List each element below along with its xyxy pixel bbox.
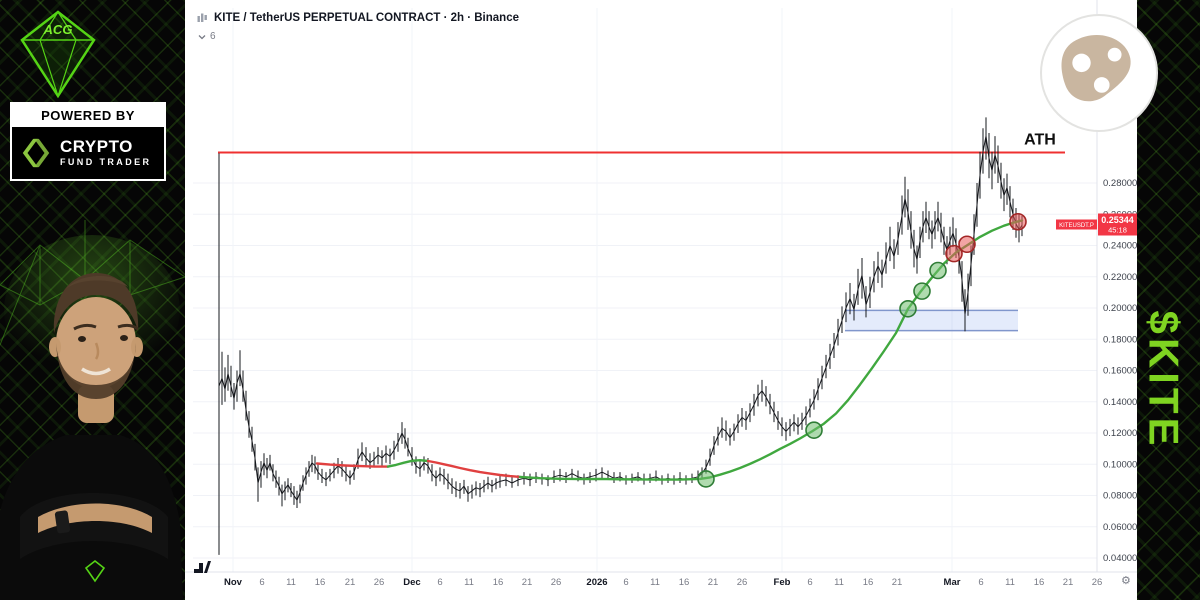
svg-text:2026: 2026 [586, 577, 607, 588]
svg-text:16: 16 [493, 577, 504, 588]
symbol-title-text: KITE / TetherUS PERPETUAL CONTRACT · 2h … [214, 12, 519, 24]
chart-type-icon [197, 13, 207, 22]
ath-label: ATH [1024, 132, 1056, 149]
grid [193, 8, 1097, 572]
gear-icon[interactable]: ⚙ [1121, 575, 1131, 587]
presenter-photo [0, 220, 185, 600]
tradingview-logo[interactable] [192, 556, 212, 576]
exit-marker[interactable] [958, 235, 976, 254]
side-ticker-label: $KITE [1141, 310, 1188, 450]
svg-text:16: 16 [863, 577, 874, 588]
svg-text:6: 6 [623, 577, 628, 588]
svg-text:21: 21 [522, 577, 533, 588]
svg-text:0.28000: 0.28000 [1103, 178, 1137, 189]
svg-text:Dec: Dec [403, 577, 420, 588]
entry-marker[interactable] [899, 299, 917, 318]
svg-text:Nov: Nov [224, 577, 243, 588]
svg-text:26: 26 [551, 577, 562, 588]
kite-token-logo [1040, 14, 1158, 132]
svg-text:0.22000: 0.22000 [1103, 272, 1137, 283]
svg-text:Feb: Feb [774, 577, 791, 588]
svg-text:16: 16 [1034, 577, 1045, 588]
svg-text:11: 11 [834, 577, 844, 588]
entry-marker[interactable] [697, 470, 715, 488]
svg-text:21: 21 [892, 577, 903, 588]
entry-marker[interactable] [913, 282, 931, 300]
svg-text:11: 11 [1005, 577, 1015, 588]
exit-marker[interactable] [945, 244, 963, 263]
chevron-down-icon [198, 34, 206, 39]
powered-by-box: POWERED BY CRYPTO FUND TRADER [10, 102, 166, 181]
svg-text:0.24000: 0.24000 [1103, 241, 1137, 252]
svg-text:16: 16 [679, 577, 690, 588]
svg-text:26: 26 [374, 577, 385, 588]
svg-text:0.14000: 0.14000 [1103, 397, 1137, 408]
kite-blob-icon [1061, 34, 1131, 102]
side-ticker: $KITE [1128, 280, 1200, 480]
svg-text:0.12000: 0.12000 [1103, 428, 1137, 439]
svg-text:KITEUSDT.P: KITEUSDT.P [1059, 223, 1094, 229]
svg-text:26: 26 [1092, 577, 1103, 588]
ma-line[interactable] [315, 462, 390, 468]
svg-text:0.08000: 0.08000 [1103, 491, 1137, 502]
svg-text:11: 11 [650, 577, 660, 588]
time-axis[interactable]: Nov 6 11 16 21 26 Dec 6 11 16 21 26 2026 6 11 16 21 26 Feb… [185, 571, 1137, 588]
svg-text:0.06000: 0.06000 [1103, 522, 1137, 533]
svg-text:6: 6 [259, 577, 264, 588]
svg-text:6: 6 [807, 577, 812, 588]
indicator-count: 6 [210, 31, 216, 42]
svg-text:6: 6 [978, 577, 983, 588]
svg-text:45:18: 45:18 [1108, 226, 1127, 235]
svg-text:26: 26 [737, 577, 748, 588]
svg-text:11: 11 [464, 577, 474, 588]
svg-text:0.16000: 0.16000 [1103, 366, 1137, 377]
candle-series [218, 117, 1023, 555]
crypto-fund-trader-logo-icon [22, 138, 50, 168]
price-chart[interactable]: ATH0.280000.260000.240000.220000.200000.… [185, 0, 1137, 600]
svg-text:0.18000: 0.18000 [1103, 334, 1137, 345]
powered-by-label: POWERED BY [12, 104, 164, 127]
svg-text:6: 6 [437, 577, 442, 588]
sponsor-name-bottom: FUND TRADER [60, 157, 152, 168]
svg-text:0.25344: 0.25344 [1101, 215, 1134, 225]
symbol-title[interactable]: KITE / TetherUS PERPETUAL CONTRACT · 2h … [196, 12, 519, 24]
ma-line[interactable] [386, 459, 430, 468]
brand-sidebar: ACG POWERED BY CRYPTO FUND TRADER [0, 0, 185, 600]
svg-text:0.10000: 0.10000 [1103, 459, 1137, 470]
svg-text:21: 21 [1063, 577, 1074, 588]
exit-marker[interactable] [1009, 212, 1027, 231]
svg-text:11: 11 [286, 577, 296, 588]
svg-text:Mar: Mar [944, 577, 961, 588]
entry-marker[interactable] [929, 261, 947, 280]
svg-text:21: 21 [345, 577, 356, 588]
sponsor-name-top: CRYPTO [60, 137, 133, 157]
svg-text:16: 16 [315, 577, 326, 588]
svg-text:0.20000: 0.20000 [1103, 303, 1137, 314]
acg-gem-logo: ACG [20, 10, 96, 99]
chart-panel: KITE / TetherUS PERPETUAL CONTRACT · 2h … [185, 0, 1137, 600]
ma-line[interactable] [426, 459, 522, 479]
indicator-toggle[interactable]: 6 [198, 31, 216, 42]
entry-marker[interactable] [805, 421, 823, 439]
support-zone[interactable] [845, 309, 1018, 332]
svg-text:21: 21 [708, 577, 719, 588]
svg-text:0.04000: 0.04000 [1103, 553, 1137, 564]
gem-logo-text: ACG [43, 22, 73, 37]
